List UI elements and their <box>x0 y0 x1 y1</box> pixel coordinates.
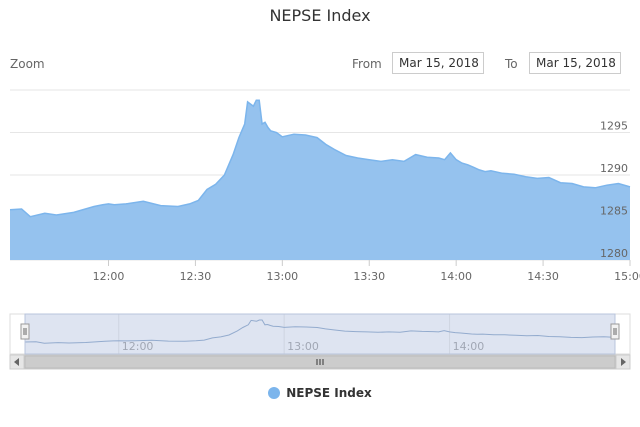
to-date-input[interactable]: Mar 15, 2018 <box>529 52 621 74</box>
x-tick-label: 14:30 <box>527 270 559 283</box>
legend-label: NEPSE Index <box>286 386 372 400</box>
y-tick-label: 1290 <box>600 162 628 175</box>
chart-svg: 1280 1285 1290 1295 12:00 12:30 13:00 13:30 14:… <box>9 89 640 370</box>
y-axis-labels: 1280 1285 1290 1295 <box>600 120 628 261</box>
y-tick-label: 1295 <box>600 120 628 133</box>
navigator-left-handle[interactable] <box>20 323 30 340</box>
navigator-selection[interactable] <box>24 313 616 355</box>
y-tick-label: 1280 <box>600 247 628 260</box>
legend-marker-icon <box>268 387 281 399</box>
x-tick-label: 14:00 <box>440 270 472 283</box>
scroll-right-arrow-icon <box>621 358 626 366</box>
from-label: From <box>352 57 382 71</box>
to-label: To <box>505 57 518 71</box>
navigator-right-handle[interactable] <box>610 323 620 340</box>
scrollbar[interactable] <box>9 354 631 370</box>
from-date-input[interactable]: Mar 15, 2018 <box>392 52 484 74</box>
x-tick-label: 15:00 <box>614 270 640 283</box>
chart-title: NEPSE Index <box>269 6 371 25</box>
x-tick-label: 12:00 <box>93 270 125 283</box>
series-line <box>9 99 631 218</box>
legend[interactable]: NEPSE Index <box>0 386 640 400</box>
scrollbar-grip-icon <box>316 359 324 365</box>
x-tick-label: 12:30 <box>180 270 212 283</box>
series-area <box>10 100 630 260</box>
zoom-label: Zoom <box>10 57 45 71</box>
x-tick-label: 13:00 <box>266 270 298 283</box>
x-axis-labels: 12:00 12:30 13:00 13:30 14:00 14:30 15:00 <box>93 260 640 283</box>
x-tick-label: 13:30 <box>353 270 385 283</box>
y-tick-label: 1285 <box>600 205 628 218</box>
scroll-left-arrow-icon <box>14 358 19 366</box>
